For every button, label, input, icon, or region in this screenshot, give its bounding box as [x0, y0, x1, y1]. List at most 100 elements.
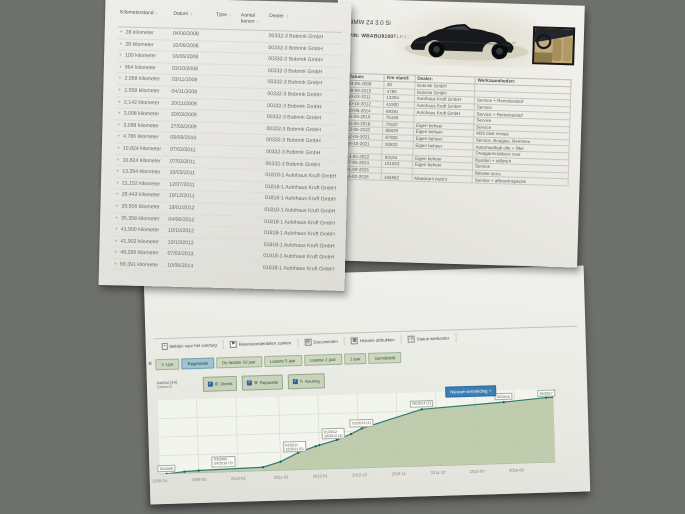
aantal-cell: [233, 215, 263, 228]
km-value: 35,358 kilometer: [121, 214, 160, 222]
date-cell: 20/03/2009: [168, 109, 212, 122]
km-value: 10,824 kilometer: [122, 145, 162, 153]
chart-point-label-line: 06/2008: [159, 466, 174, 471]
km-cell: +48,289 kilometer: [112, 247, 166, 260]
x-tick-label: 2009-03: [191, 476, 207, 483]
date-cell: 16/06/2008: [170, 51, 214, 64]
aantal-cell: [233, 203, 263, 216]
sort-icon: ↕: [190, 11, 193, 17]
tabs-row: ≡ Lijst Registratie De laatste 10 jaar Laats…: [155, 351, 402, 371]
date-cell: 10/10/2012: [165, 236, 209, 250]
interior-image: [534, 28, 574, 63]
chart-point-label: 01/2013 (2): [349, 419, 374, 428]
km-value: 2,058 kilometer: [124, 87, 160, 95]
x-tick-label: 2011-02: [273, 474, 289, 480]
toolbar-item: × Melden voor het voertuig: [155, 340, 224, 351]
date-cell: 10/03/2011: [167, 167, 211, 180]
column-header-label: Type: [215, 11, 227, 19]
odometer-table: Kilometerstand ↕ Datum ↕ Type ↕ Aantal banen ↕ D…: [111, 7, 343, 276]
tab-1-jaar: 1 jaar: [343, 353, 367, 365]
km-value: 13,394 kilometer: [122, 168, 161, 176]
menu-icon: ≡: [148, 361, 152, 368]
km-value: 28 kilometer: [125, 41, 154, 48]
expand-icon: +: [119, 40, 123, 48]
km-value: 2,058 kilometer: [124, 75, 161, 83]
aantal-cell: [237, 64, 266, 77]
column-header-label: Kilometerstand: [120, 9, 154, 17]
km-value: 41,900 kilometer: [120, 226, 160, 234]
aantal-cell: [237, 52, 267, 66]
km-value: 28 kilometer: [125, 29, 154, 37]
km-value: 28,443 kilometer: [121, 191, 161, 199]
km-cell: +10,824 kilometer: [114, 142, 169, 156]
toolbar-item: ◷ Status werkorder: [401, 333, 457, 344]
date-cell: 07/03/2011: [167, 155, 211, 169]
filter-dienst: ✓ ⚙ Dienst: [202, 375, 238, 392]
chart-point-label: 06/2014 (2): [409, 399, 434, 408]
tab-label: Lijst: [165, 361, 174, 367]
odometer-area-chart: [157, 388, 556, 475]
sort-icon: ↕: [228, 12, 232, 18]
km-cell: +3,098 kilometer: [115, 107, 170, 121]
filters: ✓ ⚙ Dienst ✓ ⚒ Reparatie ✓ ✎ Keuring: [202, 373, 325, 392]
km-cell: +2,058 kilometer: [116, 73, 170, 87]
date-cell: 09/09/2010: [168, 132, 212, 146]
aantal-cell: [232, 261, 262, 274]
km-value: 4,786 kilometer: [122, 133, 159, 141]
aantal-cell: [237, 41, 267, 54]
aantal-cell: [236, 87, 266, 101]
x-tick-label: 2015-09: [469, 468, 485, 474]
aantal-cell: [235, 134, 265, 147]
type-cell: [211, 98, 237, 111]
expand-icon: +: [117, 110, 121, 117]
date-cell: 04/06/2008: [170, 28, 214, 41]
aantal-cell: [234, 180, 264, 193]
toolbar-item: ⚑ Reserveonderdelen zoeken: [223, 338, 299, 349]
type-cell: [209, 191, 235, 204]
x-tick-label: 2012-01: [312, 473, 328, 479]
tab-label: Registratie: [187, 360, 209, 367]
printout-sheet: × Melden voor het voertuig ⚑ Reserveonderde…: [143, 265, 591, 505]
chart-point-label: 02/2011 -12/2011 (5): [282, 440, 307, 453]
km-value: 964 kilometer: [124, 64, 156, 72]
tab-registratie: Registratie: [181, 357, 215, 370]
expand-icon: +: [119, 52, 123, 59]
checkbox-checked-icon: ✓: [247, 379, 252, 386]
chart-point-label-line: 05/2016: [496, 394, 511, 399]
type-cell: [210, 133, 236, 146]
toolbar-item-label: Status werkorder: [416, 335, 450, 342]
sort-icon: ↕: [155, 10, 158, 16]
close-icon: ×: [161, 342, 168, 350]
type-cell: [208, 237, 234, 251]
expand-icon: +: [114, 226, 118, 233]
km-value: 69,391 kilometer: [119, 261, 159, 269]
vehicle-title: BMW Z4 3.0 Si: [349, 18, 391, 27]
tab-label: De laatste 10 jaar: [222, 359, 256, 366]
type-cell: [210, 168, 236, 181]
type-cell: [212, 63, 238, 77]
km-cell: +28 kilometer: [117, 26, 172, 40]
car-silhouette-image: [404, 24, 529, 61]
filter-row: Aantal (24) Getoond ✓ ⚙ Dienst ✓ ⚒ Reparatie ✓…: [157, 373, 325, 393]
clock-icon: ◷: [407, 335, 415, 343]
date-cell: 10/06/2008: [170, 39, 214, 53]
aantal-cell: [234, 192, 263, 205]
type-cell: [212, 52, 238, 65]
km-cell: 105962: [381, 173, 413, 182]
km-cell: +29,506 kilometer: [113, 200, 167, 214]
expand-icon: +: [115, 214, 119, 221]
chart-point-label: 05/2016: [494, 392, 513, 401]
km-value: 29,506 kilometer: [121, 203, 160, 211]
type-cell: [212, 75, 238, 88]
column-header: Type ↕: [213, 9, 239, 30]
aantal-cell: [237, 76, 266, 89]
date-cell: 19/12/2011: [166, 190, 210, 204]
km-value: 48,289 kilometer: [120, 249, 159, 257]
column-header-label: Dealer: [269, 13, 284, 20]
tab-laatste-2-jaar: Laatste 2 jaar: [303, 353, 343, 366]
km-cell: +69,391 kilometer: [111, 258, 166, 272]
checkbox-checked-icon: ✓: [292, 378, 298, 384]
grid-icon: ▦: [350, 337, 359, 344]
chart-point-label-line: 01/2013 (2): [352, 420, 371, 426]
